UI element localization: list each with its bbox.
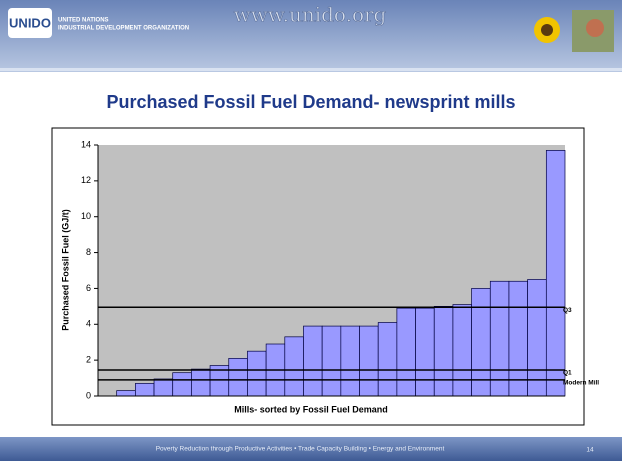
y-tick-label: 14	[81, 139, 91, 149]
photo-detail	[586, 19, 604, 37]
bar	[172, 372, 192, 397]
logo-box	[8, 8, 52, 38]
bar	[340, 325, 360, 397]
y-tick-label: 8	[86, 247, 91, 257]
plot: 0 2 4 6 8 10 12 14 Q3 Q1 Modern Mill	[81, 139, 599, 400]
bar	[489, 280, 510, 397]
logo: UNIDO	[9, 15, 51, 30]
reference-label: Modern Mill	[563, 380, 599, 387]
page-number: 14	[586, 447, 594, 454]
bar	[433, 306, 454, 397]
reference-label: Q1	[563, 370, 572, 377]
bar	[545, 150, 566, 397]
bar	[359, 325, 379, 397]
bar	[415, 307, 435, 397]
bar	[396, 307, 416, 397]
bar	[452, 304, 472, 397]
x-axis-label: Mills- sorted by Fossil Fuel Demand	[234, 404, 388, 414]
bar	[303, 325, 323, 397]
bar	[321, 325, 342, 397]
bar	[284, 336, 304, 397]
bar	[247, 350, 267, 397]
header-rule	[0, 68, 622, 71]
bar	[153, 378, 174, 397]
y-axis-label: Purchased Fossil Fuel (GJ/t)	[60, 209, 70, 331]
chart-title: Purchased Fossil Fuel Demand- newsprint …	[106, 92, 515, 112]
bar	[377, 322, 398, 397]
footer-text: Poverty Reduction through Productive Act…	[156, 446, 445, 453]
bar	[116, 390, 136, 397]
y-tick-label: 10	[81, 211, 91, 221]
y-tick-label: 6	[86, 283, 91, 293]
org-line: UNITED NATIONS	[58, 18, 109, 24]
org-line: INDUSTRIAL DEVELOPMENT ORGANIZATION	[58, 26, 189, 32]
y-tick-label: 12	[81, 175, 91, 185]
footer-band	[0, 437, 622, 461]
bar	[527, 279, 547, 397]
y-tick-label: 2	[86, 355, 91, 365]
sunflower-center	[541, 24, 553, 36]
bar	[508, 280, 528, 397]
bar	[135, 383, 155, 397]
bar	[191, 368, 211, 397]
y-tick-label: 4	[86, 319, 91, 329]
bar	[228, 358, 248, 397]
y-tick-label: 0	[86, 390, 91, 400]
reference-label: Q3	[563, 307, 572, 314]
header-band	[0, 0, 622, 72]
url: www.unido.org	[234, 3, 387, 27]
